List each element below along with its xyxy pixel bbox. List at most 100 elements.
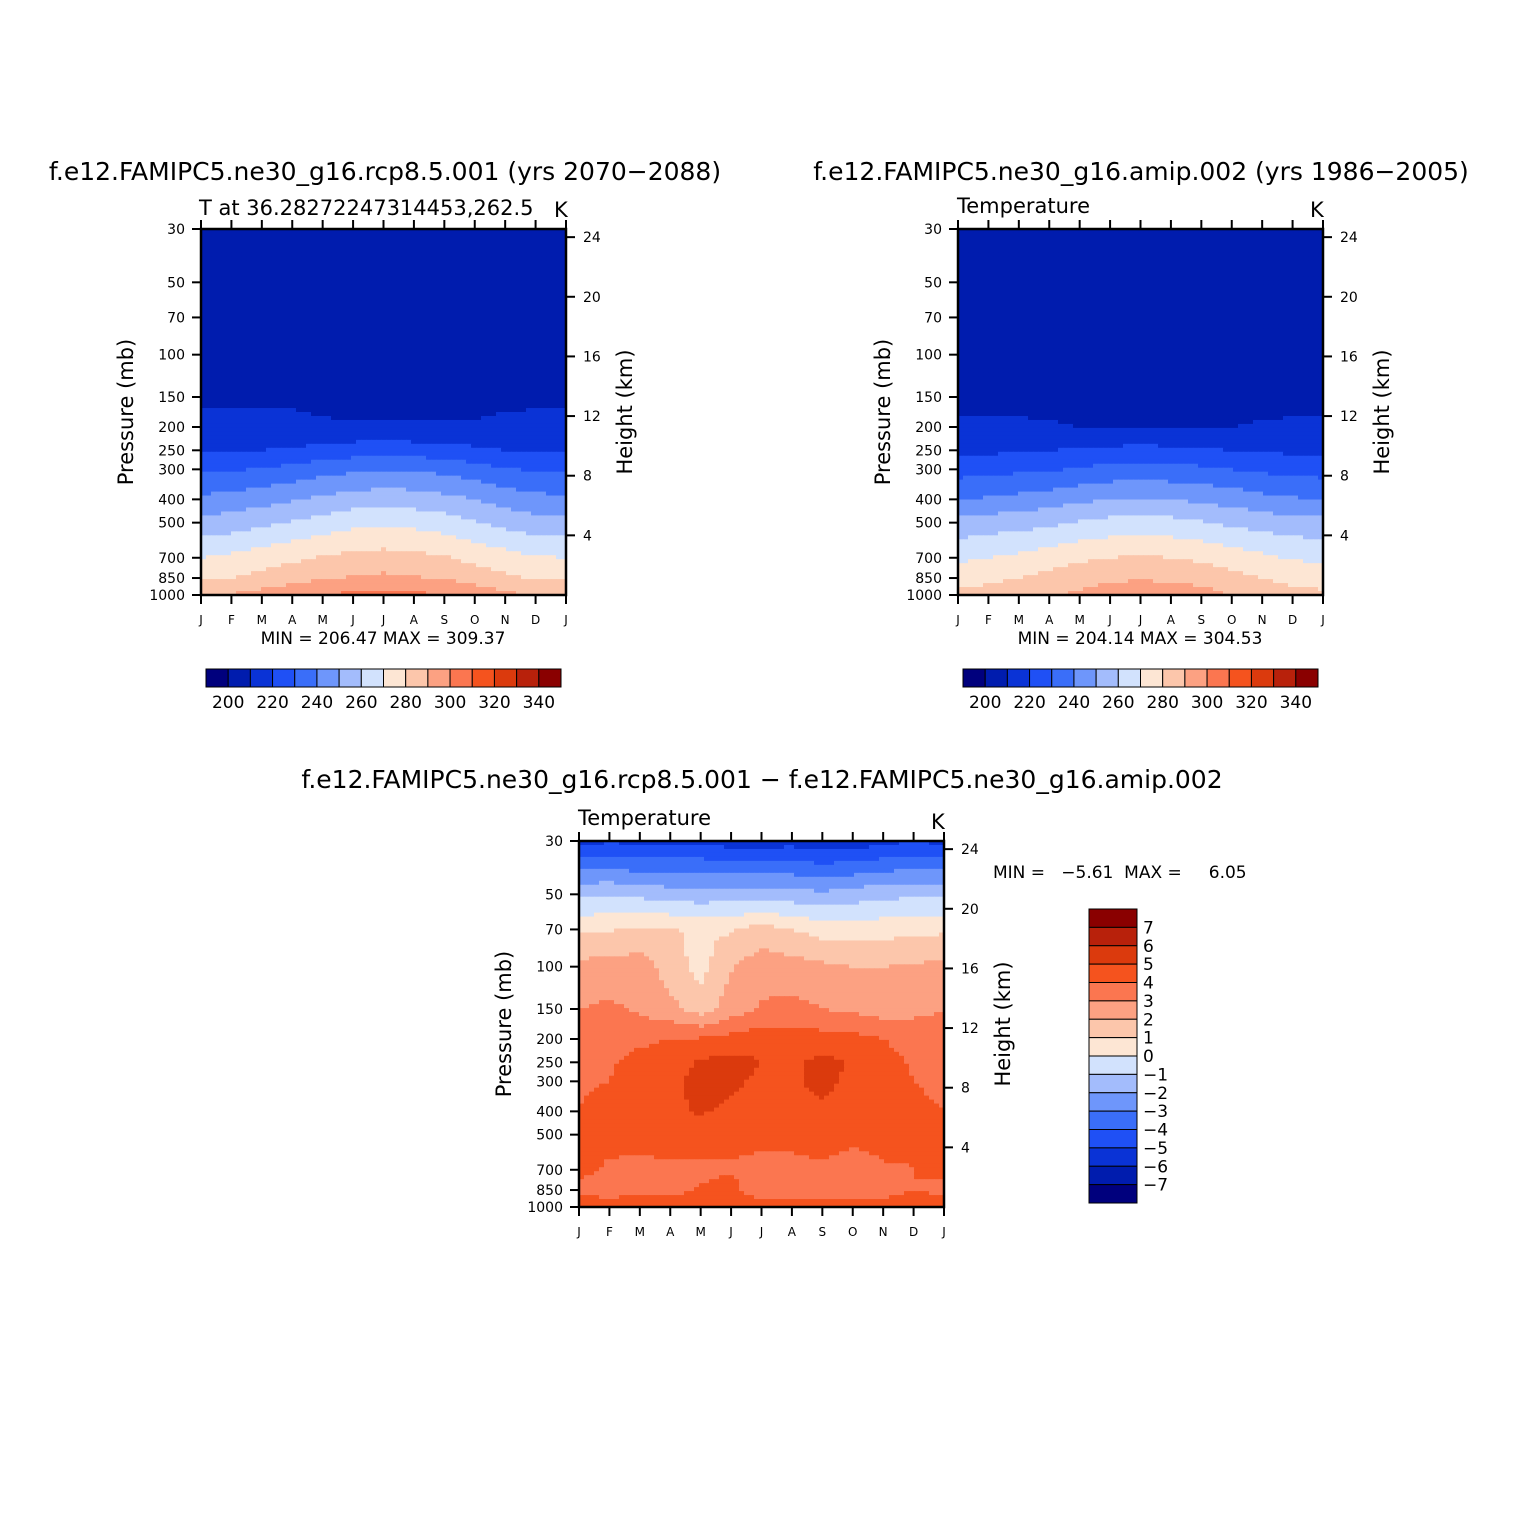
contour-cell [541,344,547,349]
contour-cell [401,248,407,254]
contour-cell [476,284,482,290]
contour-cell [271,236,277,242]
contour-cell [301,435,307,441]
contour-cell [541,423,547,429]
contour-cell [481,264,487,270]
contour-cell [421,400,427,405]
contour-cell [521,483,527,489]
contour-cell [536,336,542,341]
contour-cell [201,475,207,481]
contour-cell [231,423,237,429]
contour-cell [286,348,292,353]
contour-cell [516,467,522,473]
contour-cell [396,396,402,401]
contour-cell [351,320,357,326]
contour-cell [266,451,272,457]
contour-cell [431,467,437,473]
contour-cell [426,229,432,234]
contour-cell [471,308,477,314]
contour-cell [366,475,372,481]
contour-cell [366,364,372,369]
contour-cell [511,256,517,262]
contour-cell [436,483,442,489]
contour-cell [381,332,387,338]
contour-cell [336,288,342,294]
contour-cell [271,348,277,353]
contour-cell [421,451,427,457]
contour-cell [226,404,232,409]
contour-cell [216,264,222,270]
contour-cell [431,268,437,274]
contour-cell [251,368,257,373]
contour-cell [296,439,302,445]
contour-cell [346,336,352,341]
contour-cell [386,232,392,238]
contour-cell [511,487,517,493]
contour-cell [551,400,557,405]
contour-cell [411,292,417,298]
contour-cell [406,340,412,345]
contour-cell [326,463,332,469]
contour-cell [466,292,472,298]
contour-cell [381,435,387,441]
contour-cell [341,296,347,302]
contour-cell [341,352,347,357]
contour-cell [436,404,442,409]
contour-cell [326,451,332,457]
contour-cell [311,368,317,373]
contour-cell [406,229,412,234]
contour-cell [246,352,252,357]
contour-cell [236,300,242,306]
contour-cell [201,229,207,234]
contour-cell [356,252,362,258]
contour-cell [331,471,337,477]
contour-cell [436,388,442,393]
contour-cell [501,240,507,246]
contour-cell [526,236,532,242]
contour-cell [396,384,402,389]
contour-cell [336,244,342,250]
contour-cell [411,396,417,401]
contour-cell [526,276,532,282]
contour-cell [411,316,417,322]
contour-cell [421,352,427,357]
contour-cell [396,400,402,405]
contour-cell [556,308,562,314]
contour-cell [411,336,417,341]
contour-cell [256,248,262,254]
contour-cell [306,248,312,254]
contour-cell [476,232,482,238]
contour-cell [361,344,367,349]
contour-cell [331,256,337,262]
contour-cell [311,412,317,417]
contour-cell [356,435,362,441]
contour-cell [336,332,342,338]
contour-cell [286,268,292,274]
contour-cell [456,240,462,246]
contour-cell [371,356,377,361]
contour-cell [476,380,482,385]
contour-cell [431,300,437,306]
contour-cell [426,431,432,437]
contour-cell [371,400,377,405]
contour-cell [511,268,517,274]
contour-cell [561,340,567,345]
contour-cell [241,240,247,246]
contour-cell [401,392,407,397]
contour-cell [311,232,317,238]
contour-cell [376,344,382,349]
contour-cell [321,459,327,465]
contour-cell [261,467,267,473]
contour-cell [346,491,352,497]
contour-cell [486,415,492,421]
contour-cell [336,491,342,497]
contour-cell [306,392,312,397]
contour-cell [396,308,402,314]
contour-cell [271,479,277,485]
contour-cell [411,280,417,286]
contour-cell [476,244,482,250]
contour-cell [241,475,247,481]
contour-cell [371,256,377,262]
contour-cell [386,292,392,298]
contour-cell [241,404,247,409]
